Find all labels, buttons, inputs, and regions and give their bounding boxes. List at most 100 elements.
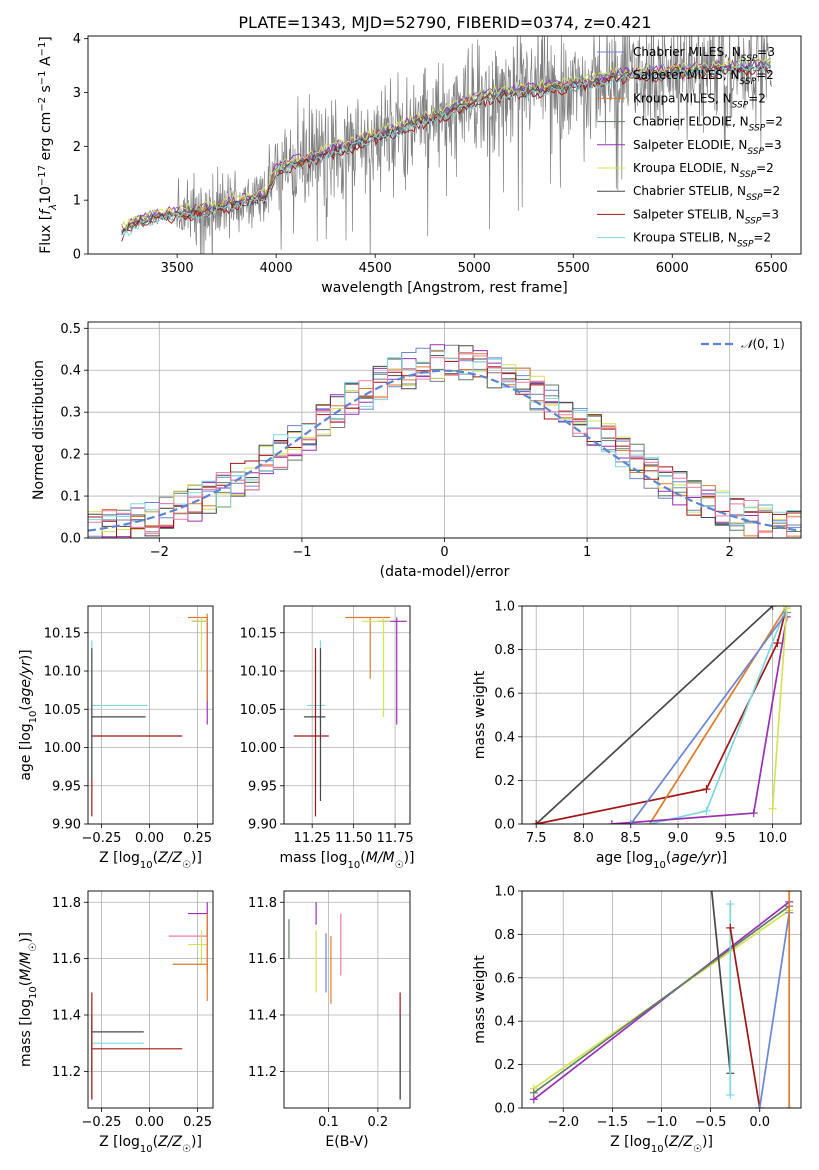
panel-spectrum: 3500 4000 4500 5000 5500 6000 6500 0 1 2 3 4 Chabrie… [37,32,802,296]
legend-entry: Chabrier STELIB, NSSP=2 [633,184,780,203]
label-part: ( [18,981,34,986]
label-part: )] [702,1134,713,1150]
label-part: ☉ [395,860,404,871]
x-tick-label: −0.25 [82,831,122,846]
y-tick-label: 10.15 [44,626,81,641]
legend-text: Salpeter STELIB, N [633,207,745,221]
model-line [121,57,771,233]
y-axis-label: mass [log10(M/M☉)] [18,932,39,1067]
label-part: −1 [37,42,48,57]
label-part: s [38,85,54,97]
x-axis-label: age [log10(age/yr)] [596,850,727,871]
x-axis-label: Z [log10(Z/Z☉)] [99,1134,202,1155]
legend-text: =2 [763,184,781,198]
y-tick-label: 11.4 [248,1009,277,1024]
label-part: 10 [653,860,666,871]
y-tick-label: 9.90 [248,818,277,833]
label-part: age/yr [671,850,717,866]
label-part: M/M [366,850,395,866]
label-part: ( [153,850,158,866]
x-tick-label: 4500 [359,261,392,276]
legend-text: =2 [753,231,771,245]
axes-frame [521,605,802,825]
label-part: −17 [37,165,48,186]
legend-sub: SSP [749,124,766,134]
label-part: Z [log [99,1134,140,1150]
label-part: λ [48,204,59,211]
legend-entry: Chabrier MILES, NSSP=3 [633,45,775,64]
x-tick-label: 1 [583,545,591,560]
series-line [710,891,732,1074]
label-part: Z/Z [668,1134,693,1150]
y-tick-label: 0.2 [60,448,81,463]
legend-sub: SSP [740,170,757,180]
panel-residuals: −2 −1 0 1 2 0.0 0.1 0.2 0.3 0.4 0.5 𝒩(0, 1) (data-mo… [31,321,802,580]
legend-sub: SSP [741,54,758,64]
y-tick-label: 10.05 [44,703,81,718]
y-tick-label: 10.05 [240,703,277,718]
x-tick-label: 9.5 [715,831,736,846]
x-axis-label: (data-model)/error [380,564,510,580]
x-tick-label: 10.0 [758,831,787,846]
y-tick-label: 10.10 [240,665,277,680]
legend-entry: 𝒩(0, 1) [741,337,785,351]
label-part: 10 [140,1144,153,1155]
label-part: )] [18,649,34,660]
axes-frame [521,890,802,1109]
axes-frame [87,35,802,255]
y-tick-label: 11.8 [248,896,277,911]
label-part: Z/Z [157,1134,182,1150]
axes-frame [283,605,411,825]
x-tick-label: 5500 [557,261,590,276]
y-tick-label: 0.2 [494,774,515,789]
label-part: ☉ [693,1144,702,1155]
series-line [648,606,788,824]
y-axis-label: mass weight [472,955,488,1044]
label-part: M/M [18,952,34,981]
y-tick-label: 0 [73,248,81,263]
legend-text: 𝒩 [741,337,756,351]
legend-text: Salpeter MILES, N [633,68,740,82]
label-part: erg cm [38,112,54,165]
x-tick-label: 5000 [458,261,491,276]
y-tick-label: 0.6 [494,687,515,702]
label-part: Flux [ [38,215,54,254]
label-part: Z [log [99,850,140,866]
y-tick-label: 1.0 [494,600,515,615]
label-part: A [38,56,54,70]
legend-entry: Salpeter ELODIE, NSSP=3 [633,138,782,157]
legend-text: Kroupa STELIB, N [633,231,737,245]
axes-frame [87,605,214,825]
x-tick-label: 11.25 [294,831,331,846]
x-tick-label: 8.5 [620,831,641,846]
legend-text: Salpeter ELODIE, N [633,138,747,152]
figure-title: PLATE=1343, MJD=52790, FIBERID=0374, z=0… [238,13,651,32]
y-tick-label: 10.15 [240,626,277,641]
label-part: Normed distribution [31,360,47,500]
label-part: 10 [28,986,39,999]
x-tick-label: 11.50 [335,831,372,846]
y-tick-label: 11.8 [52,896,81,911]
legend-sub: SSP [746,193,763,203]
legend-text: =2 [756,161,774,175]
label-part: mass [log [18,999,34,1067]
label-part: ( [153,1134,158,1150]
label-part: wavelength [Angstrom, rest frame] [321,280,567,296]
label-part: Z/Z [157,850,182,866]
series-line [771,608,788,809]
y-axis-label: Normed distribution [31,360,47,500]
legend-text: Kroupa ELODIE, N [633,161,740,175]
legend-sub: SSP [740,77,757,87]
label-part: age [log [18,723,34,780]
label-part: ( [360,850,365,866]
legend-text: =3 [764,138,782,152]
y-tick-label: 11.4 [52,1009,81,1024]
x-tick-label: 2 [726,545,734,560]
label-part: mass weight [472,670,488,759]
y-tick-label: 0.1 [60,490,81,505]
y-tick-label: 2 [73,140,81,155]
panel-cum_mass_vs_age: 7.5 8.0 8.5 9.0 9.5 10.0 0.0 0.2 0.4 0.6 0.8 1.0 age… [472,600,802,871]
label-part: 10 [348,860,361,871]
y-tick-label: 0.4 [494,1015,515,1030]
